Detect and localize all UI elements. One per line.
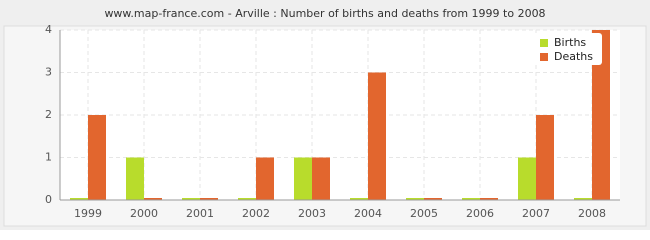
- chart: www.map-france.com - Arville : Number of…: [0, 0, 650, 230]
- bar: [518, 157, 536, 200]
- x-tick-label: 2007: [522, 207, 550, 220]
- bar: [294, 157, 312, 200]
- bar: [462, 198, 480, 200]
- x-tick-label: 2004: [354, 207, 382, 220]
- bar: [480, 198, 498, 200]
- legend-label: Deaths: [554, 50, 593, 63]
- y-tick-label: 1: [45, 151, 52, 164]
- chart-title: www.map-france.com - Arville : Number of…: [104, 7, 545, 20]
- bar: [200, 198, 218, 200]
- legend-box: [532, 33, 602, 65]
- bar: [182, 198, 200, 200]
- x-tick-label: 2001: [186, 207, 214, 220]
- bar: [126, 157, 144, 200]
- bar: [88, 115, 106, 200]
- x-tick-label: 2005: [410, 207, 438, 220]
- bar: [536, 115, 554, 200]
- bar: [238, 198, 256, 200]
- legend-swatch: [540, 53, 548, 61]
- y-tick-label: 2: [45, 108, 52, 121]
- y-tick-label: 3: [45, 66, 52, 79]
- bar: [574, 198, 592, 200]
- y-tick-label: 0: [45, 193, 52, 206]
- x-tick-label: 1999: [74, 207, 102, 220]
- legend-label: Births: [554, 36, 586, 49]
- x-tick-label: 2002: [242, 207, 270, 220]
- bar: [144, 198, 162, 200]
- bar: [368, 72, 386, 200]
- bar: [312, 157, 330, 200]
- x-tick-label: 2003: [298, 207, 326, 220]
- bar: [406, 198, 424, 200]
- bar: [256, 157, 274, 200]
- bar: [424, 198, 442, 200]
- x-tick-label: 2008: [578, 207, 606, 220]
- x-tick-label: 2000: [130, 207, 158, 220]
- bar: [350, 198, 368, 200]
- bar: [592, 30, 610, 200]
- y-tick-label: 4: [45, 23, 52, 36]
- x-tick-label: 2006: [466, 207, 494, 220]
- legend-swatch: [540, 39, 548, 47]
- bar: [70, 198, 88, 200]
